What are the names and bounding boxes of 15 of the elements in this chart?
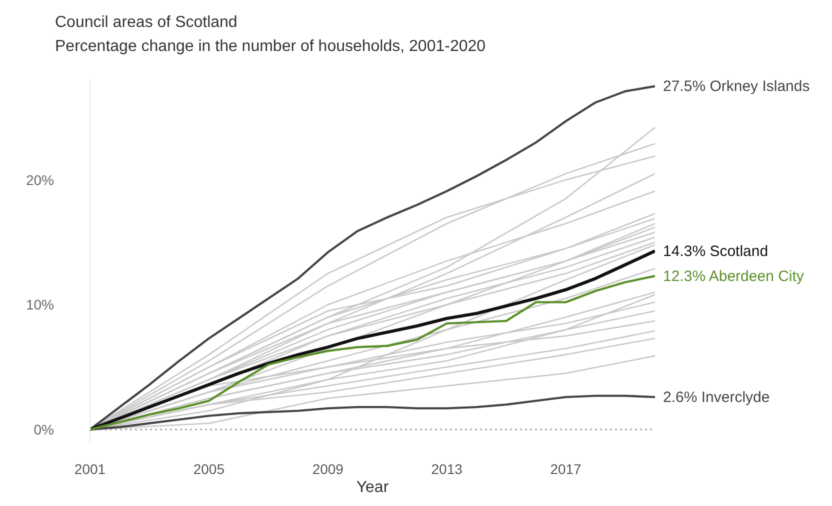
x-axis-title: Year [356,479,390,496]
x-tick-label: 2001 [74,460,106,477]
y-tick-label: 0% [34,421,54,438]
series-label: 14.3% Scotland [663,243,768,260]
x-tick-label: 2005 [193,460,225,477]
series-label: 2.6% Inverclyde [663,389,770,406]
x-tick-label: 2017 [550,460,582,477]
x-tick-label: 2009 [312,460,344,477]
series-label: 12.3% Aberdeen City [663,268,804,285]
chart-subtitle: Percentage change in the number of households, 2001-2020 [55,38,486,56]
y-tick-label: 20% [26,172,54,188]
x-tick-label: 2013 [431,460,463,477]
y-tick-label: 10% [26,296,54,313]
series-label: 27.5% Orkney Islands [663,78,810,96]
chart-title: Council areas of Scotland [55,14,238,32]
